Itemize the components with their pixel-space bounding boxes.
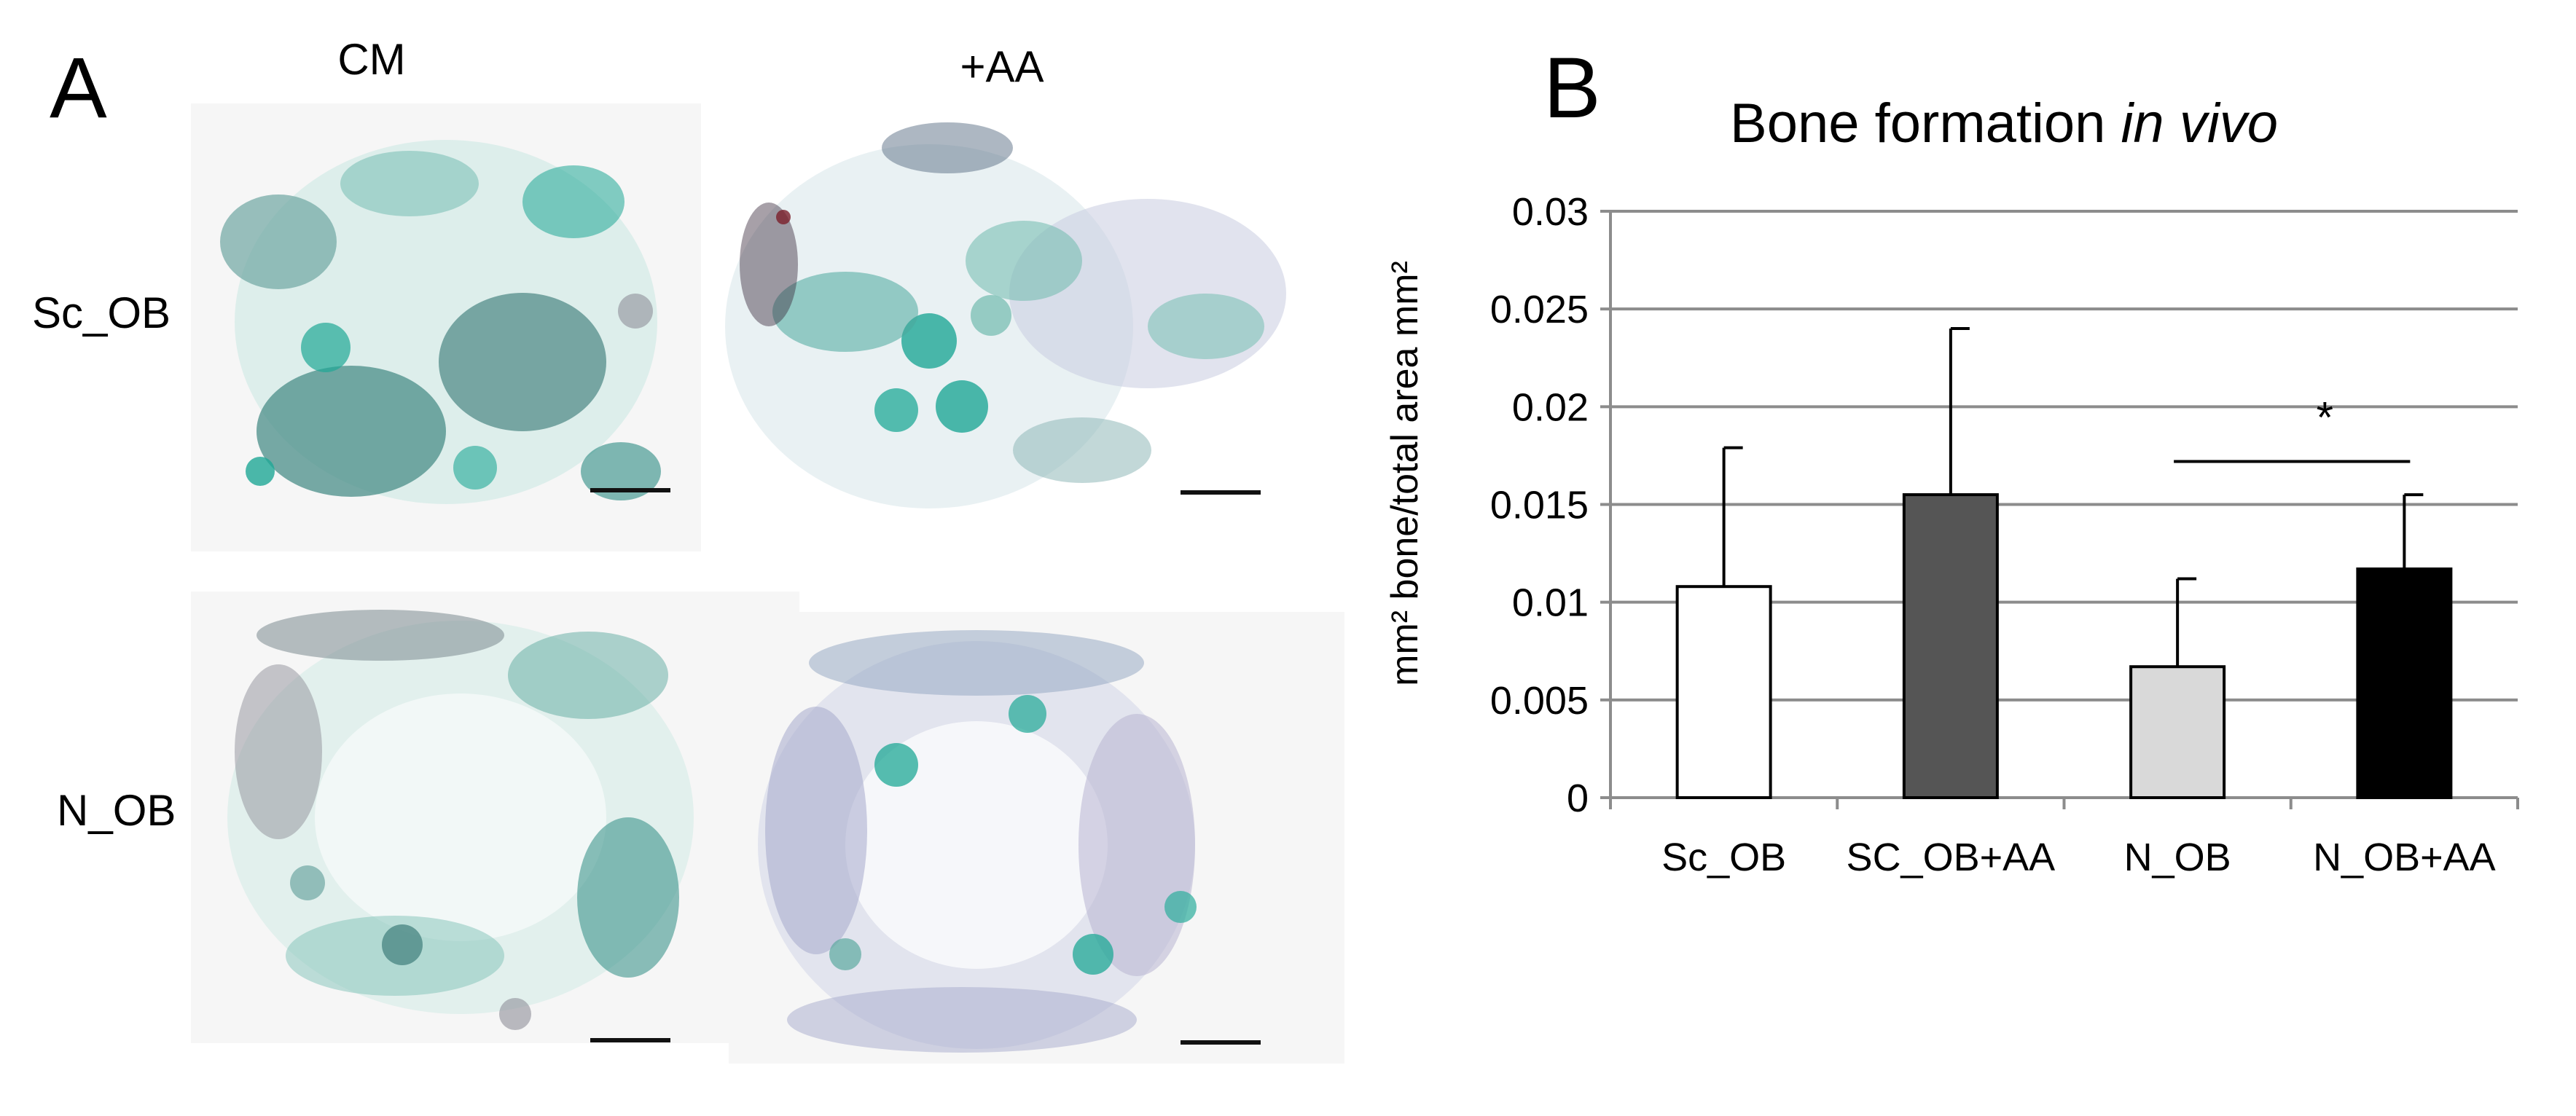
- chart-title: Bone formation in vivo: [1730, 93, 2278, 154]
- significance-asterisk: *: [2317, 393, 2333, 441]
- bar: [2356, 567, 2453, 799]
- y-tick-label: 0.015: [1490, 484, 1589, 527]
- bar: [1675, 585, 1772, 799]
- panel-b-letter: B: [1543, 40, 1601, 136]
- y-tick-label: 0.03: [1512, 190, 1589, 234]
- chart-title-main: Bone formation: [1730, 93, 2121, 154]
- y-tick-label: 0.02: [1512, 385, 1589, 429]
- scale-bar: [1181, 490, 1261, 495]
- row-label-sc-ob: Sc_OB: [32, 288, 171, 337]
- x-tick-label: N_OB: [2124, 836, 2231, 879]
- x-tick-label: N_OB+AA: [2313, 836, 2496, 879]
- y-tick-label: 0.005: [1490, 679, 1589, 723]
- micrograph-n-ob-cm: [191, 592, 799, 1043]
- x-tick-label: SC_OB+AA: [1847, 836, 2056, 879]
- chart-title-italic: in vivo: [2121, 93, 2278, 154]
- scale-bar: [590, 1038, 670, 1042]
- y-tick-label: 0.025: [1490, 288, 1589, 331]
- column-label-cm: CM: [337, 35, 406, 84]
- bar-chart: Bone formation in vivo mm² bone/total ar…: [1384, 93, 2519, 879]
- bar: [1902, 493, 1999, 799]
- row-label-n-ob: N_OB: [57, 786, 176, 835]
- y-axis-label: mm² bone/total area mm²: [1384, 261, 1426, 686]
- scale-bar: [1181, 1040, 1261, 1045]
- y-tick-label: 0: [1567, 777, 1589, 820]
- y-tick-label: 0.01: [1512, 581, 1589, 625]
- micrograph-sc-ob-aa: [703, 108, 1315, 545]
- scale-bar: [590, 488, 670, 492]
- bar: [2129, 665, 2226, 800]
- column-label-aa: +AA: [960, 42, 1044, 91]
- micrograph-n-ob-aa: [729, 612, 1344, 1064]
- micrograph-sc-ob-cm: [191, 103, 701, 551]
- x-tick-label: Sc_OB: [1661, 836, 1786, 879]
- panel-a-letter: A: [50, 40, 107, 136]
